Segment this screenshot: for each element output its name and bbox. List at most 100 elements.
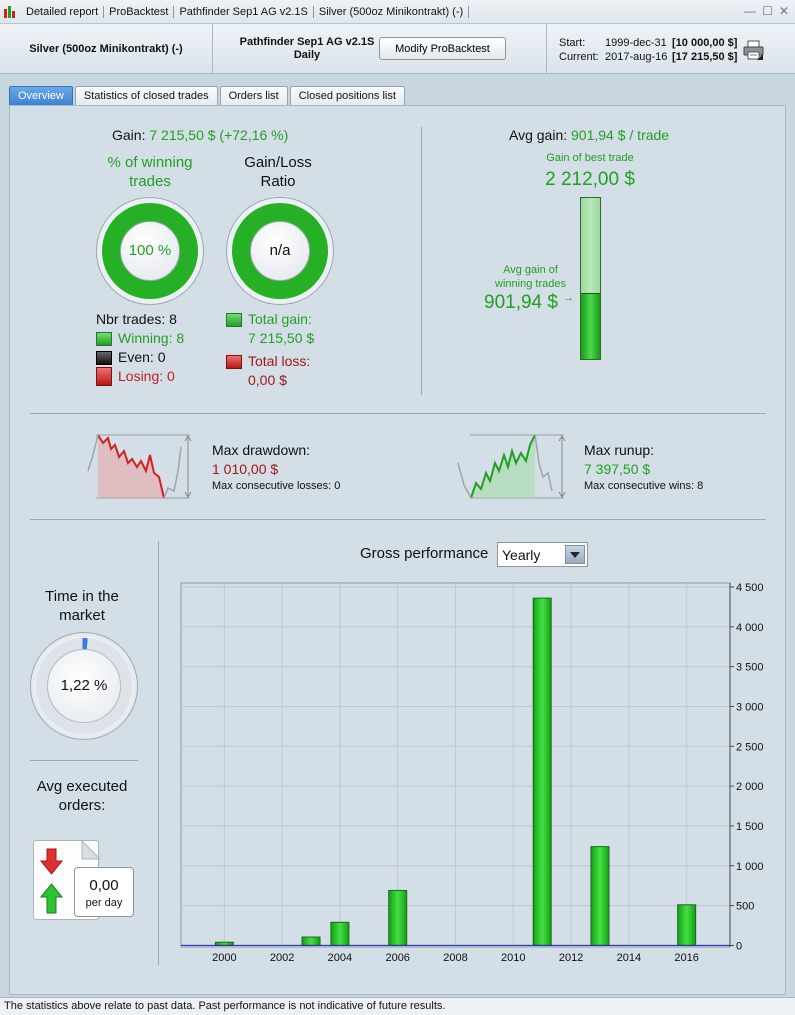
- chart-x-tick-label: 2002: [270, 952, 294, 964]
- period-select-value: Yearly: [502, 547, 541, 563]
- chart-x-tick-label: 2014: [617, 952, 641, 964]
- chart-y-tick-label: 1 500: [736, 821, 764, 833]
- current-capital: [17 215,50 $]: [672, 51, 738, 63]
- chart-bar-2006: [388, 889, 408, 946]
- chart-bar-2013: [590, 846, 610, 946]
- modify-probacktest-button[interactable]: Modify ProBacktest: [379, 37, 506, 60]
- total-gain-label: Total gain:: [248, 311, 312, 327]
- chart-x-tick-label: 2006: [385, 952, 409, 964]
- report-header: Silver (500oz Minikontrakt) (-) Pathfind…: [0, 24, 795, 74]
- current-date: 2017-aug-16: [605, 51, 668, 63]
- tab-orders-list[interactable]: Orders list: [219, 86, 288, 105]
- time-in-market-value: 1,22 %: [60, 677, 108, 694]
- section-divider-vertical: [421, 127, 422, 395]
- start-capital: [10 000,00 $]: [672, 37, 738, 49]
- chart-y-tick-label: 3 000: [736, 701, 764, 713]
- gain-summary: Gain: 7 215,50 $ (+72,16 %): [112, 127, 288, 143]
- tab-overview[interactable]: Overview: [9, 86, 73, 105]
- section-divider-2: [30, 519, 766, 520]
- total-loss-value: 0,00 $: [248, 372, 287, 388]
- arrow-right-icon: →: [563, 292, 574, 304]
- chart-y-tick-label: 4 000: [736, 622, 764, 634]
- best-trade-label: Gain of best trade: [546, 152, 634, 164]
- chart-y-tick-label: 3 500: [736, 662, 764, 674]
- candlestick-icon: [3, 5, 17, 19]
- tab-bar: Overview Statistics of closed trades Ord…: [9, 86, 405, 105]
- avg-gain-bar-fill: [581, 293, 600, 359]
- gross-performance-label: Gross performance: [360, 545, 489, 562]
- avg-winning-label: Avg gain of winning trades: [495, 264, 566, 290]
- max-consecutive-wins: Max consecutive wins: 8: [584, 480, 704, 492]
- max-drawdown-value: 1 010,00 $: [212, 461, 279, 477]
- section-divider-3: [30, 760, 138, 761]
- title-segment-module: ProBacktest: [104, 5, 175, 18]
- chart-bar-2016: [677, 904, 697, 946]
- title-segment-instrument: Silver (500oz Minikontrakt) (-): [314, 5, 470, 18]
- pct-winning-label: % of winning trades: [107, 154, 193, 190]
- gain-loss-ratio-ring: n/a: [226, 197, 334, 305]
- chart-x-tick-label: 2000: [212, 952, 236, 964]
- even-count: Even: 0: [118, 349, 166, 365]
- timeframe: Daily: [293, 49, 321, 61]
- losing-count: Losing: 0: [118, 368, 175, 384]
- total-loss-label: Total loss:: [248, 353, 311, 369]
- max-drawdown-block: Max drawdown: 1 010,00 $ Max consecutive…: [212, 441, 340, 493]
- total-gain-value: 7 215,50 $: [248, 330, 315, 346]
- maximize-icon[interactable]: ☐: [762, 4, 773, 18]
- period-select[interactable]: Yearly: [497, 542, 588, 567]
- avg-executed-orders-box: 0,00 per day: [74, 867, 134, 917]
- max-runup-label: Max runup:: [584, 442, 655, 458]
- max-runup-value: 7 397,50 $: [584, 461, 651, 477]
- total-loss-swatch: [226, 354, 242, 369]
- gain-loss-ratio-label: Gain/Loss Ratio: [244, 154, 312, 190]
- start-label: Start:: [559, 37, 586, 49]
- gain-value: 7 215,50 $ (+72,16 %): [149, 127, 289, 143]
- winning-swatch: [96, 331, 112, 346]
- tab-closed-positions-list[interactable]: Closed positions list: [289, 86, 405, 105]
- instrument-name: Silver (500oz Minikontrakt) (-): [0, 24, 213, 74]
- nbr-trades: Nbr trades: 8: [96, 311, 177, 327]
- max-drawdown-label: Max drawdown:: [212, 442, 311, 458]
- max-consecutive-losses: Max consecutive losses: 0: [212, 480, 341, 492]
- chart-x-tick-label: 2010: [501, 952, 525, 964]
- avg-gain-summary: Avg gain: 901,94 $ / trade: [509, 127, 669, 143]
- gross-performance-chart: 0 500 1 000 1 500 2 000 2 500 3 000 3 500 4 000 4…: [180, 582, 764, 964]
- chart-x-tick-label: 2004: [328, 952, 352, 964]
- chart-y-tick-label: 4 500: [736, 582, 764, 594]
- gain-loss-totals: Total gain: 7 215,50 $ Total loss: 0,00 …: [226, 310, 314, 390]
- time-in-market-label: Time in the market: [45, 588, 119, 624]
- chart-y-tick-label: 500: [736, 901, 754, 913]
- total-gain-swatch: [226, 312, 242, 327]
- chart-x-tick-label: 2012: [559, 952, 583, 964]
- close-icon[interactable]: ✕: [778, 4, 789, 18]
- trade-counts: Nbr trades: 8 Winning: 8 Even: 0 Losing:…: [96, 310, 184, 386]
- tab-statistics-closed-trades[interactable]: Statistics of closed trades: [74, 86, 218, 105]
- system-info: Pathfinder Sep1 AG v2.1S Daily Modify Pr…: [214, 24, 547, 74]
- printer-icon[interactable]: [743, 40, 765, 60]
- title-bar: Detailed report ProBacktest Pathfinder S…: [0, 0, 795, 24]
- avg-executed-orders-label: Avg executed orders:: [36, 778, 128, 814]
- gain-loss-ratio-value: n/a: [269, 242, 291, 259]
- max-runup-block: Max runup: 7 397,50 $ Max consecutive wi…: [584, 441, 703, 493]
- chart-bar-2003: [301, 936, 321, 946]
- disclaimer-footer: The statistics above relate to past data…: [0, 997, 795, 1015]
- chart-bar-2004: [330, 921, 350, 946]
- date-range: Start: 1999-dec-31 [10 000,00 $] Current…: [559, 36, 737, 64]
- chart-bar-2011: [532, 597, 552, 946]
- chevron-down-icon[interactable]: [565, 545, 585, 564]
- pct-winning-ring: 100 %: [96, 197, 204, 305]
- current-label: Current:: [559, 51, 599, 63]
- chart-x-tick-label: 2016: [674, 952, 698, 964]
- avg-executed-orders-value: 0,00: [89, 877, 119, 894]
- section-divider-1: [30, 413, 766, 414]
- chart-y-tick-label: 2 500: [736, 741, 764, 753]
- minimize-icon[interactable]: —: [744, 4, 757, 18]
- gain-label: Gain:: [112, 127, 146, 143]
- losing-swatch: [96, 367, 112, 386]
- drawdown-sparkline: [87, 434, 192, 499]
- avg-winning-value: 901,94 $: [484, 292, 558, 313]
- section-divider-vertical-2: [158, 541, 159, 965]
- start-date: 1999-dec-31: [605, 37, 667, 49]
- avg-gain-bar: [580, 197, 601, 360]
